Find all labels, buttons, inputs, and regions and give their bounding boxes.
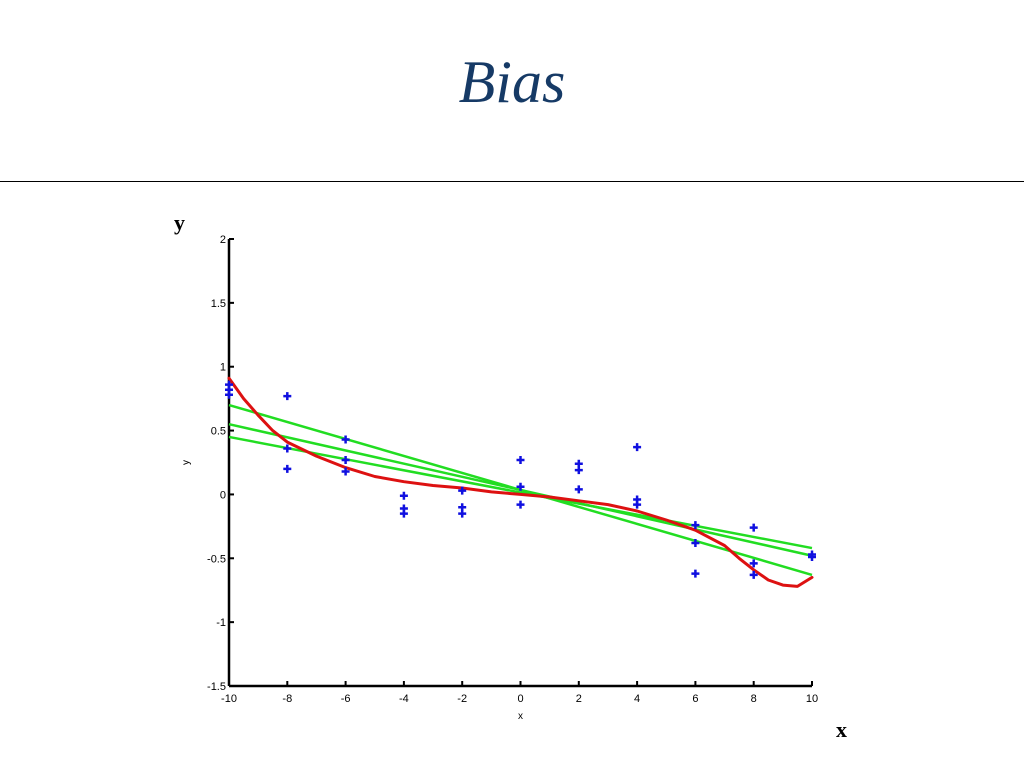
x-tick-label: -8 [282,693,292,705]
data-point [516,482,525,491]
data-point [516,455,525,464]
data-point [691,521,700,530]
data-point [458,486,467,495]
x-tick-label: 4 [634,693,640,705]
x-tick-label: -2 [457,693,467,705]
fit-line [228,435,813,550]
data-point [458,509,467,518]
y-tick-label: 1.5 [211,298,226,310]
data-point [574,485,583,494]
y-tick-label: -1.5 [207,681,226,693]
y-variable-label: y [174,210,185,235]
x-tick-label: 10 [806,693,818,705]
data-point [516,500,525,509]
data-point [341,435,350,444]
y-tick-label: 2 [220,234,226,246]
x-tick-label: 8 [751,693,757,705]
y-axis-label: y [181,460,192,465]
data-point [691,538,700,547]
y-tick-label: -1 [216,617,226,629]
x-variable-label: x [836,717,847,742]
data-point [574,466,583,475]
x-tick-label: -10 [221,693,237,705]
data-point [399,491,408,500]
x-tick-label: -6 [341,693,351,705]
x-tick-label: 6 [692,693,698,705]
x-tick-label: 0 [517,693,523,705]
y-tick-label: 0 [220,489,226,501]
x-tick-label: -4 [399,693,409,705]
slide-title: Bias [458,49,566,115]
data-point [399,509,408,518]
data-point [341,467,350,476]
data-point [633,500,642,509]
data-point [633,443,642,452]
data-point [749,523,758,532]
y-tick-label: 1 [220,362,226,374]
data-point [341,455,350,464]
x-axis-label: x [518,711,523,722]
data-point [283,444,292,453]
y-tick-label: -0.5 [207,553,226,565]
data-point [283,392,292,401]
target-curve [227,376,814,588]
data-point [225,390,233,399]
title-divider [0,181,1024,182]
data-point [749,559,758,568]
x-tick-label: 2 [576,693,582,705]
y-tick-label: 0.5 [211,426,226,438]
data-point [749,570,758,579]
data-point [808,553,816,562]
data-point [691,569,700,578]
data-point [283,464,292,473]
